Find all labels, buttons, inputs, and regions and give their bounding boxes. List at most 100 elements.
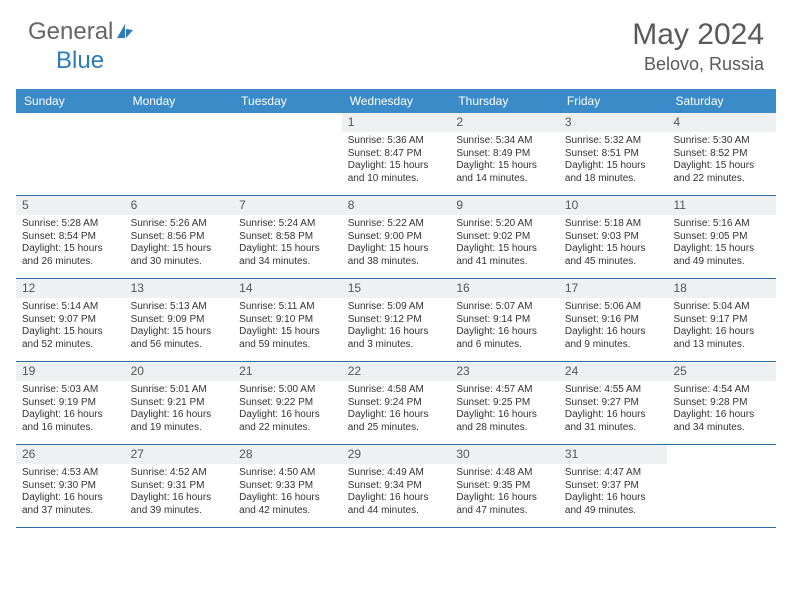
sunset-line: Sunset: 9:25 PM bbox=[456, 397, 553, 410]
calendar-week: 12Sunrise: 5:14 AMSunset: 9:07 PMDayligh… bbox=[16, 279, 776, 362]
weekday-wed: Wednesday bbox=[342, 89, 451, 113]
day-number: 9 bbox=[450, 196, 559, 215]
calendar-cell: 27Sunrise: 4:52 AMSunset: 9:31 PMDayligh… bbox=[125, 445, 234, 527]
day-number: 24 bbox=[559, 362, 668, 381]
day-number: 18 bbox=[667, 279, 776, 298]
sunrise-line: Sunrise: 5:30 AM bbox=[673, 135, 770, 148]
calendar-cell-empty bbox=[667, 445, 776, 527]
daylight-line: Daylight: 16 hours and 44 minutes. bbox=[348, 492, 445, 517]
calendar-week: 26Sunrise: 4:53 AMSunset: 9:30 PMDayligh… bbox=[16, 445, 776, 528]
sunrise-line: Sunrise: 5:01 AM bbox=[131, 384, 228, 397]
calendar-cell-empty bbox=[125, 113, 234, 195]
calendar-cell-empty bbox=[16, 113, 125, 195]
sunrise-line: Sunrise: 4:49 AM bbox=[348, 467, 445, 480]
day-number: 26 bbox=[16, 445, 125, 464]
sail-icon bbox=[115, 19, 135, 47]
weekday-header: Sunday Monday Tuesday Wednesday Thursday… bbox=[16, 89, 776, 113]
sunrise-line: Sunrise: 5:18 AM bbox=[565, 218, 662, 231]
sunset-line: Sunset: 9:17 PM bbox=[673, 314, 770, 327]
sunset-line: Sunset: 8:47 PM bbox=[348, 148, 445, 161]
sunrise-line: Sunrise: 5:16 AM bbox=[673, 218, 770, 231]
daylight-line: Daylight: 15 hours and 10 minutes. bbox=[348, 160, 445, 185]
sunrise-line: Sunrise: 5:22 AM bbox=[348, 218, 445, 231]
daylight-line: Daylight: 16 hours and 47 minutes. bbox=[456, 492, 553, 517]
sunset-line: Sunset: 8:49 PM bbox=[456, 148, 553, 161]
day-number: 13 bbox=[125, 279, 234, 298]
day-number: 23 bbox=[450, 362, 559, 381]
sunrise-line: Sunrise: 5:14 AM bbox=[22, 301, 119, 314]
day-number: 29 bbox=[342, 445, 451, 464]
daylight-line: Daylight: 16 hours and 13 minutes. bbox=[673, 326, 770, 351]
day-number: 31 bbox=[559, 445, 668, 464]
calendar-cell: 22Sunrise: 4:58 AMSunset: 9:24 PMDayligh… bbox=[342, 362, 451, 444]
weekday-thu: Thursday bbox=[450, 89, 559, 113]
daylight-line: Daylight: 15 hours and 34 minutes. bbox=[239, 243, 336, 268]
calendar-cell: 9Sunrise: 5:20 AMSunset: 9:02 PMDaylight… bbox=[450, 196, 559, 278]
sunset-line: Sunset: 9:19 PM bbox=[22, 397, 119, 410]
weekday-mon: Monday bbox=[125, 89, 234, 113]
calendar-cell: 29 Sunrise: 4:49 AMSunset: 9:34 PMDayligh… bbox=[342, 445, 451, 527]
sunset-line: Sunset: 9:30 PM bbox=[22, 480, 119, 493]
daylight-line: Daylight: 15 hours and 26 minutes. bbox=[22, 243, 119, 268]
sunset-line: Sunset: 9:02 PM bbox=[456, 231, 553, 244]
calendar-cell: 5Sunrise: 5:28 AMSunset: 8:54 PMDaylight… bbox=[16, 196, 125, 278]
brand-part2: Blue bbox=[56, 47, 104, 74]
calendar-cell: 24Sunrise: 4:55 AMSunset: 9:27 PMDayligh… bbox=[559, 362, 668, 444]
daylight-line: Daylight: 15 hours and 49 minutes. bbox=[673, 243, 770, 268]
sunrise-line: Sunrise: 5:28 AM bbox=[22, 218, 119, 231]
sunrise-line: Sunrise: 5:00 AM bbox=[239, 384, 336, 397]
calendar-cell: 30Sunrise: 4:48 AMSunset: 9:35 PMDayligh… bbox=[450, 445, 559, 527]
title-block: May 2024 Belovo, Russia bbox=[632, 18, 764, 75]
daylight-line: Daylight: 16 hours and 34 minutes. bbox=[673, 409, 770, 434]
calendar-cell: 26Sunrise: 4:53 AMSunset: 9:30 PMDayligh… bbox=[16, 445, 125, 527]
calendar-cell: 7 Sunrise: 5:24 AMSunset: 8:58 PMDaylight… bbox=[233, 196, 342, 278]
daylight-line: Daylight: 15 hours and 38 minutes. bbox=[348, 243, 445, 268]
calendar-week: 5Sunrise: 5:28 AMSunset: 8:54 PMDaylight… bbox=[16, 196, 776, 279]
calendar-cell: 21Sunrise: 5:00 AMSunset: 9:22 PMDayligh… bbox=[233, 362, 342, 444]
daylight-line: Daylight: 15 hours and 30 minutes. bbox=[131, 243, 228, 268]
daylight-line: Daylight: 15 hours and 14 minutes. bbox=[456, 160, 553, 185]
sunrise-line: Sunrise: 4:58 AM bbox=[348, 384, 445, 397]
calendar-cell: 19Sunrise: 5:03 AMSunset: 9:19 PMDayligh… bbox=[16, 362, 125, 444]
sunrise-line: Sunrise: 5:26 AM bbox=[131, 218, 228, 231]
sunrise-line: Sunrise: 5:32 AM bbox=[565, 135, 662, 148]
sunset-line: Sunset: 9:24 PM bbox=[348, 397, 445, 410]
sunrise-line: Sunrise: 4:57 AM bbox=[456, 384, 553, 397]
day-number: 30 bbox=[450, 445, 559, 464]
calendar-cell: 31Sunrise: 4:47 AMSunset: 9:37 PMDayligh… bbox=[559, 445, 668, 527]
sunset-line: Sunset: 9:21 PM bbox=[131, 397, 228, 410]
calendar-cell-empty bbox=[233, 113, 342, 195]
sunset-line: Sunset: 9:00 PM bbox=[348, 231, 445, 244]
sunrise-line: Sunrise: 5:24 AM bbox=[239, 218, 336, 231]
sunset-line: Sunset: 8:56 PM bbox=[131, 231, 228, 244]
day-number: 14 bbox=[233, 279, 342, 298]
calendar-week: 1Sunrise: 5:36 AMSunset: 8:47 PMDaylight… bbox=[16, 113, 776, 196]
calendar-cell: 12Sunrise: 5:14 AMSunset: 9:07 PMDayligh… bbox=[16, 279, 125, 361]
day-number: 2 bbox=[450, 113, 559, 132]
daylight-line: Daylight: 15 hours and 22 minutes. bbox=[673, 160, 770, 185]
sunset-line: Sunset: 9:34 PM bbox=[348, 480, 445, 493]
sunset-line: Sunset: 8:58 PM bbox=[239, 231, 336, 244]
calendar-cell: 11Sunrise: 5:16 AMSunset: 9:05 PMDayligh… bbox=[667, 196, 776, 278]
sunrise-line: Sunrise: 5:09 AM bbox=[348, 301, 445, 314]
sunrise-line: Sunrise: 5:03 AM bbox=[22, 384, 119, 397]
calendar-cell: 16Sunrise: 5:07 AMSunset: 9:14 PMDayligh… bbox=[450, 279, 559, 361]
day-number: 16 bbox=[450, 279, 559, 298]
daylight-line: Daylight: 15 hours and 59 minutes. bbox=[239, 326, 336, 351]
day-number: 6 bbox=[125, 196, 234, 215]
calendar: Sunday Monday Tuesday Wednesday Thursday… bbox=[16, 89, 776, 528]
day-number: 3 bbox=[559, 113, 668, 132]
sunset-line: Sunset: 9:28 PM bbox=[673, 397, 770, 410]
day-number: 7 bbox=[233, 196, 342, 215]
day-number: 20 bbox=[125, 362, 234, 381]
sunset-line: Sunset: 9:16 PM bbox=[565, 314, 662, 327]
daylight-line: Daylight: 16 hours and 49 minutes. bbox=[565, 492, 662, 517]
daylight-line: Daylight: 15 hours and 18 minutes. bbox=[565, 160, 662, 185]
sunset-line: Sunset: 8:54 PM bbox=[22, 231, 119, 244]
sunrise-line: Sunrise: 5:36 AM bbox=[348, 135, 445, 148]
sunrise-line: Sunrise: 5:06 AM bbox=[565, 301, 662, 314]
day-number: 17 bbox=[559, 279, 668, 298]
weekday-fri: Friday bbox=[559, 89, 668, 113]
day-number: 25 bbox=[667, 362, 776, 381]
day-number: 19 bbox=[16, 362, 125, 381]
